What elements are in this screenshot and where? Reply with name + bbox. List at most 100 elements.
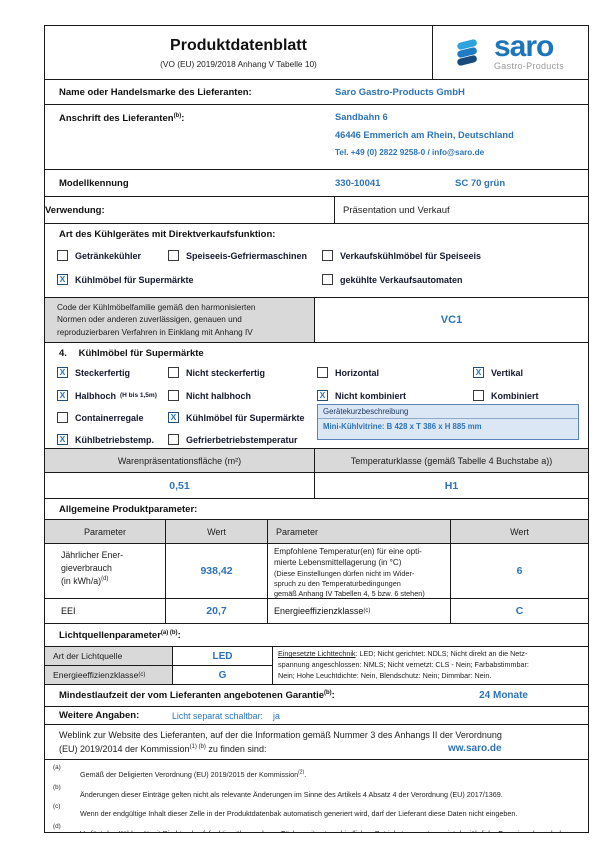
energy-label: Jährlicher Ener- gieverbrauch (in kWh/a)… bbox=[45, 544, 165, 589]
supplier-name-row: Name oder Handelsmarke des Lieferanten: … bbox=[45, 79, 588, 104]
weblink-line2: (EU) 2019/2014 der Kommission(1) (b) zu … bbox=[59, 743, 574, 757]
checkbox-steckerfertig: X Steckerfertig bbox=[57, 367, 130, 378]
checkbox-label: Getränkekühler bbox=[75, 250, 142, 261]
recommended-temperature-value: 6 bbox=[450, 544, 588, 598]
model-name: SC 70 grün bbox=[455, 177, 506, 189]
extra-info-value: ja bbox=[273, 710, 280, 721]
checkbox-label: Gefrierbetriebstemperatur bbox=[186, 434, 298, 445]
presentation-area-value: 0,51 bbox=[45, 473, 315, 498]
checkbox-box bbox=[322, 274, 333, 285]
family-code-label-line: reproduzierbaren Verfahren in Einklang m… bbox=[57, 327, 253, 337]
checkbox-getraenkekuehler: Getränkekühler bbox=[57, 250, 141, 261]
energy-label-sup: (d) bbox=[101, 576, 109, 583]
supplier-address-label: Anschrift des Lieferanten(b): bbox=[45, 105, 588, 124]
checkbox-kuehlbetriebstemp: X Kühlbetriebstemp. bbox=[57, 434, 154, 445]
light-energy-class-text: Energieeffizienzklasse bbox=[53, 670, 139, 680]
weblink-row: Weblink zur Website des Lieferanten, auf… bbox=[45, 724, 588, 759]
title-block: Produktdatenblatt (VO (EU) 2019/2018 Anh… bbox=[45, 26, 433, 79]
checkbox-label: Kühlmöbel für Supermärkte bbox=[75, 274, 194, 285]
weblink-line2-pre: (EU) 2019/2014 der Kommission bbox=[59, 743, 190, 754]
section4-title: Kühlmöbel für Supermärkte bbox=[78, 348, 204, 359]
footnote-text: Wenn der endgültige Inhalt dieser Zelle … bbox=[80, 809, 518, 818]
light-energy-class-label: Energieeffizienzklasse (c) bbox=[45, 666, 173, 684]
params-table-header-row: Parameter Wert Parameter Wert bbox=[45, 519, 588, 543]
checkbox-kuehlmoebel-supermaerkte-2: X Kühlmöbel für Supermärkte bbox=[168, 412, 305, 423]
checkbox-box bbox=[322, 250, 333, 261]
footnote-d: (d) Verfügt das Kühlgerät mit Direktverk… bbox=[45, 823, 588, 833]
checkbox-sublabel: (H bis 1,5m) bbox=[120, 392, 157, 399]
energy-label-line: gieverbrauch bbox=[61, 563, 112, 574]
checkbox-label: gekühlte Verkaufsautomaten bbox=[340, 274, 463, 285]
checkbox-box bbox=[57, 412, 68, 423]
checkbox-speiseeis-gefriermaschinen: Speiseeis-Gefriermaschinen bbox=[168, 250, 307, 261]
supplier-address-row: Anschrift des Lieferanten(b): Sandbahn 6… bbox=[45, 104, 588, 169]
checkbox-label: Horizontal bbox=[335, 367, 379, 378]
warranty-label: Mindestlaufzeit der vom Lieferanten ange… bbox=[45, 690, 335, 701]
presentation-header-row: Warenpräsentationsfläche (m²) Temperatur… bbox=[45, 448, 588, 472]
checkbox-box bbox=[168, 367, 179, 378]
light-tech-line: Eingesetzte Lichttechnik: LED; Nicht ger… bbox=[278, 649, 584, 660]
warranty-label-colon: : bbox=[331, 690, 335, 701]
section4-heading: 4. Kühlmöbel für Supermärkte bbox=[45, 343, 588, 359]
address-line: 46446 Emmerich am Rhein, Deutschland bbox=[335, 130, 514, 140]
saro-logo: saro Gastro-Products bbox=[433, 26, 588, 79]
family-code-label-line: Normen oder anderen zuverlässigen, genau… bbox=[57, 315, 242, 325]
usage-value: Präsentation und Verkauf bbox=[343, 204, 450, 216]
checkbox-box bbox=[57, 250, 68, 261]
checkbox-label: Kühlbetriebstemp. bbox=[75, 434, 155, 445]
temperature-class-label: Temperaturklasse (gemäß Tabelle 4 Buchst… bbox=[315, 449, 588, 472]
energy-consumption-row: Jährlicher Ener- gieverbrauch (in kWh/a)… bbox=[45, 543, 588, 598]
checkbox-nicht-steckerfertig: Nicht steckerfertig bbox=[168, 367, 265, 378]
column-header: Wert bbox=[165, 520, 267, 543]
footnote-text-sup: (2) bbox=[298, 769, 305, 776]
logo-wordmark: saro bbox=[493, 29, 554, 63]
footnote-text-body: Gemäß der Deligierten Verordnung (EU) 20… bbox=[80, 770, 299, 779]
checkbox-box bbox=[168, 250, 179, 261]
weblink-url[interactable]: ww.saro.de bbox=[448, 743, 502, 754]
checkbox-nicht-halbhoch: Nicht halbhoch bbox=[168, 390, 251, 401]
device-box-value: Mini-Kühlvitrine: B 428 x T 386 x H 885 … bbox=[323, 422, 482, 431]
energy-class-label: Energieeffizienzklasse bbox=[274, 606, 364, 616]
light-source-type-label: Art der Lichtquelle bbox=[45, 647, 173, 665]
presentation-value-row: 0,51 H1 bbox=[45, 472, 588, 498]
eei-row: EEI 20,7 Energieeffizienzklasse (c) C bbox=[45, 598, 588, 623]
checkbox-box: X bbox=[57, 367, 68, 378]
checkbox-box: X bbox=[57, 434, 68, 445]
checkbox-label: Nicht kombiniert bbox=[335, 390, 407, 401]
extra-info-label: Weitere Angaben: bbox=[59, 710, 140, 721]
light-heading-sup: (a) (b) bbox=[160, 629, 178, 636]
checkbox-horizontal: Horizontal bbox=[317, 367, 379, 378]
energy-label-line: (in kWh/a)(d) bbox=[61, 575, 165, 588]
light-params-heading: Lichtquellenparameter(a) (b): bbox=[45, 629, 181, 641]
checkbox-gefrierbetriebstemperatur: Gefrierbetriebstemperatur bbox=[168, 434, 298, 445]
temp-note-line: gemäß Anhang IV Tabellen 4, 5 bzw. 6 ste… bbox=[274, 588, 425, 598]
column-header: Parameter bbox=[45, 520, 165, 543]
light-heading-colon: : bbox=[177, 629, 181, 641]
temp-label-line: mierte Lebensmittellagerung (in °C) bbox=[274, 557, 402, 567]
light-tech-lead: Eingesetzte Lichttechnik bbox=[278, 649, 356, 658]
footnote-marker: (a) bbox=[53, 764, 61, 771]
warranty-value: 24 Monate bbox=[479, 690, 528, 701]
usage-row: Verwendung: Präsentation und Verkauf bbox=[45, 196, 588, 223]
address-contact-line[interactable]: Tel. +49 (0) 2822 9258-0 / info@saro.de bbox=[335, 148, 485, 157]
model-label: Modellkennung bbox=[59, 177, 129, 189]
light-params-table: Art der Lichtquelle LED Energieeffizienz… bbox=[45, 646, 588, 684]
light-energy-class-value: G bbox=[218, 669, 227, 681]
checkbox-containerregale: Containerregale bbox=[57, 412, 144, 423]
temperature-note: (Diese Einstellungen dürfen nicht im Wid… bbox=[274, 569, 450, 599]
checkbox-label: Halbhoch bbox=[75, 390, 117, 401]
temperature-class-value: H1 bbox=[444, 479, 459, 492]
page-title: Produktdatenblatt bbox=[170, 36, 307, 54]
recommended-temperature-label: Empfohlene Temperatur(en) für eine opti-… bbox=[274, 547, 450, 569]
checkbox-label: Nicht halbhoch bbox=[186, 390, 251, 401]
logo-tagline: Gastro-Products bbox=[493, 61, 565, 72]
checkbox-verkaufskuehlmoebel-speiseeis: Verkaufskühlmöbel für Speiseeis bbox=[322, 250, 481, 261]
checkbox-kuehlmoebel-supermaerkte: X Kühlmöbel für Supermärkte bbox=[57, 274, 194, 285]
extra-info-key: Licht separat schaltbar: bbox=[172, 710, 263, 721]
appliance-type-section: Art des Kühlgerätes mit Direktverkaufsfu… bbox=[45, 223, 588, 297]
checkbox-gekuehlte-verkaufsautomaten: gekühlte Verkaufsautomaten bbox=[322, 274, 463, 285]
eei-label: EEI bbox=[61, 606, 76, 616]
column-header: Wert bbox=[450, 520, 588, 543]
family-code-value: VC1 bbox=[440, 314, 463, 326]
